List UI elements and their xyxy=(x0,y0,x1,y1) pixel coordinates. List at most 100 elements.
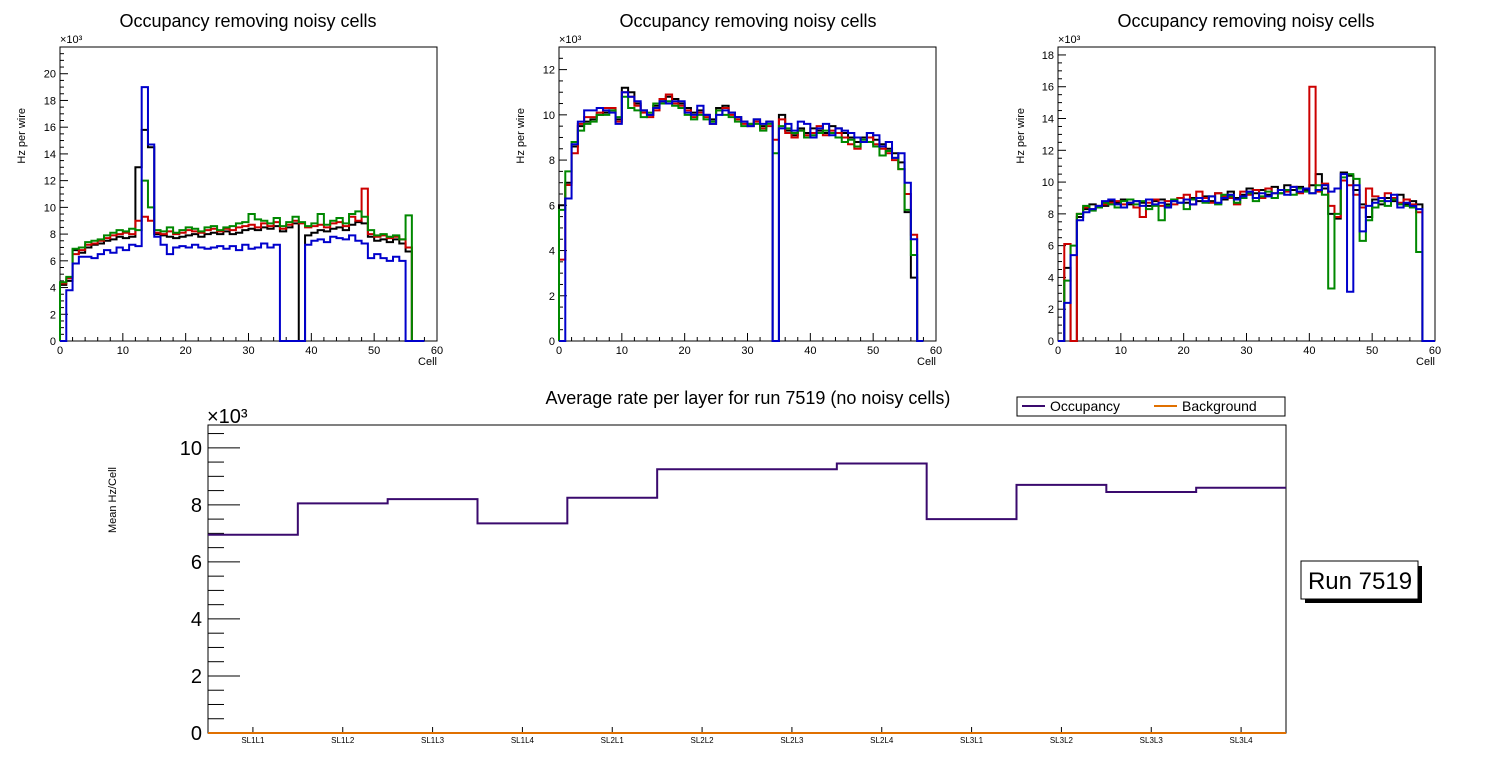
panel-cell-occupancy-1: Occupancy removing noisy cells ×10³ Hz p… xyxy=(16,11,443,368)
y-tick-label: 0 xyxy=(191,723,202,745)
y-tick-label: 10 xyxy=(44,202,56,214)
y-tick-label: 2 xyxy=(549,291,555,303)
y-tick-label: 0 xyxy=(50,336,56,348)
x-tick-label: 60 xyxy=(930,345,942,357)
y-tick-label: 4 xyxy=(191,609,202,631)
panel-2-series xyxy=(558,86,924,342)
x-tick-label: 50 xyxy=(368,345,380,357)
bottom-frame xyxy=(207,424,1287,734)
panel-average-rate: Average rate per layer for run 7519 (no … xyxy=(107,388,1422,745)
y-tick-label: 0 xyxy=(549,336,555,348)
x-category-label: SL3L3 xyxy=(1140,736,1164,745)
panel-2-ticks: 0 10 20 30 40 50 60 0 2 4 6 8 10 12 xyxy=(543,46,942,357)
y-tick-label: 2 xyxy=(191,666,202,688)
y-tick-label: 10 xyxy=(1042,177,1054,189)
run-label-text: Run 7519 xyxy=(1308,568,1412,595)
y-tick-label: 6 xyxy=(191,552,202,574)
y-tick-label: 16 xyxy=(1042,82,1054,94)
bottom-ticks: 0 2 4 6 8 10 SL1L1 SL1L2 SL1L3 SL1L4 SL2L1 SL2L2 SL2… xyxy=(180,433,1254,745)
y-tick-label: 8 xyxy=(549,155,555,167)
x-category-label: SL1L2 xyxy=(331,736,355,745)
panel-2-exponent: ×10³ xyxy=(559,34,582,46)
x-category-label: SL2L4 xyxy=(870,736,894,745)
y-tick-label: 8 xyxy=(50,229,56,241)
x-category-label: SL2L2 xyxy=(691,736,715,745)
y-tick-label: 10 xyxy=(180,438,202,460)
x-category-label: SL1L4 xyxy=(511,736,535,745)
panel-2-frame xyxy=(558,46,937,342)
x-tick-label: 30 xyxy=(741,345,753,357)
panel-1-title: Occupancy removing noisy cells xyxy=(119,11,376,31)
panel-3-title: Occupancy removing noisy cells xyxy=(1117,11,1374,31)
bottom-title: Average rate per layer for run 7519 (no … xyxy=(546,388,951,408)
y-tick-label: 14 xyxy=(44,149,56,161)
panel-cell-occupancy-3: Occupancy removing noisy cells ×10³ Hz p… xyxy=(1015,11,1441,368)
series-layer4 xyxy=(1058,173,1435,342)
y-tick-label: 20 xyxy=(44,69,56,81)
y-tick-label: 16 xyxy=(44,122,56,134)
panel-1-xlabel: Cell xyxy=(418,356,437,368)
x-category-label: SL3L4 xyxy=(1230,736,1254,745)
x-category-label: SL3L2 xyxy=(1050,736,1074,745)
x-tick-label: 40 xyxy=(1303,345,1315,357)
panel-cell-occupancy-2: Occupancy removing noisy cells ×10³ Hz p… xyxy=(515,11,942,368)
panel-1-exponent: ×10³ xyxy=(60,34,83,46)
y-tick-label: 14 xyxy=(1042,114,1054,126)
x-category-label: SL2L1 xyxy=(601,736,625,745)
series-layer2 xyxy=(558,91,924,342)
y-tick-label: 4 xyxy=(1048,272,1054,284)
legend-background-label: Background xyxy=(1182,398,1257,414)
x-category-label: SL1L3 xyxy=(421,736,445,745)
panel-1-frame xyxy=(59,46,438,342)
y-tick-label: 8 xyxy=(1048,209,1054,221)
run-label-frame xyxy=(1300,560,1419,600)
x-category-label: SL3L1 xyxy=(960,736,984,745)
bottom-exponent: ×10³ xyxy=(207,406,248,428)
panel-1-series xyxy=(59,86,425,342)
panel-2-title: Occupancy removing noisy cells xyxy=(619,11,876,31)
panel-1-ticks: 0 10 20 30 40 50 60 0 2 4 6 8 10 12 14 16 18 20 xyxy=(44,46,443,357)
x-category-label: SL2L3 xyxy=(780,736,804,745)
series-layer4 xyxy=(60,86,425,342)
panel-1-ylabel: Hz per wire xyxy=(16,108,28,164)
run-label-box: Run 7519 xyxy=(1300,560,1422,603)
x-tick-label: 10 xyxy=(117,345,129,357)
panel-3-xlabel: Cell xyxy=(1416,356,1435,368)
series-layer2 xyxy=(1058,85,1435,342)
panel-2-ylabel: Hz per wire xyxy=(515,108,527,164)
x-tick-label: 40 xyxy=(305,345,317,357)
x-tick-label: 10 xyxy=(616,345,628,357)
legend-occupancy-label: Occupancy xyxy=(1050,398,1120,414)
x-tick-label: 20 xyxy=(679,345,691,357)
legend-box xyxy=(1016,396,1286,417)
y-tick-label: 4 xyxy=(50,283,56,295)
x-tick-label: 0 xyxy=(556,345,562,357)
x-tick-label: 50 xyxy=(867,345,879,357)
y-tick-label: 18 xyxy=(1042,50,1054,62)
y-tick-label: 12 xyxy=(543,65,555,77)
panel-3-series xyxy=(1058,85,1435,342)
series-layer2 xyxy=(59,187,425,342)
series-layer3 xyxy=(558,95,924,342)
panel-3-ylabel: Hz per wire xyxy=(1015,108,1027,164)
panel-3-exponent: ×10³ xyxy=(1058,34,1081,46)
y-tick-label: 2 xyxy=(1048,304,1054,316)
y-tick-label: 12 xyxy=(1042,145,1054,157)
bottom-series xyxy=(208,462,1286,734)
y-tick-label: 6 xyxy=(50,256,56,268)
y-tick-label: 8 xyxy=(191,495,202,517)
y-tick-label: 0 xyxy=(1048,336,1054,348)
series-layer1 xyxy=(59,128,425,342)
x-tick-label: 30 xyxy=(1240,345,1252,357)
series-layer4 xyxy=(559,91,924,342)
series-occupancy xyxy=(208,462,1286,536)
x-tick-label: 60 xyxy=(431,345,443,357)
y-tick-label: 18 xyxy=(44,95,56,107)
x-category-label: SL1L1 xyxy=(241,736,265,745)
y-tick-label: 6 xyxy=(549,200,555,212)
y-tick-label: 4 xyxy=(549,246,555,258)
x-tick-label: 40 xyxy=(804,345,816,357)
y-tick-label: 6 xyxy=(1048,241,1054,253)
y-tick-label: 12 xyxy=(44,176,56,188)
